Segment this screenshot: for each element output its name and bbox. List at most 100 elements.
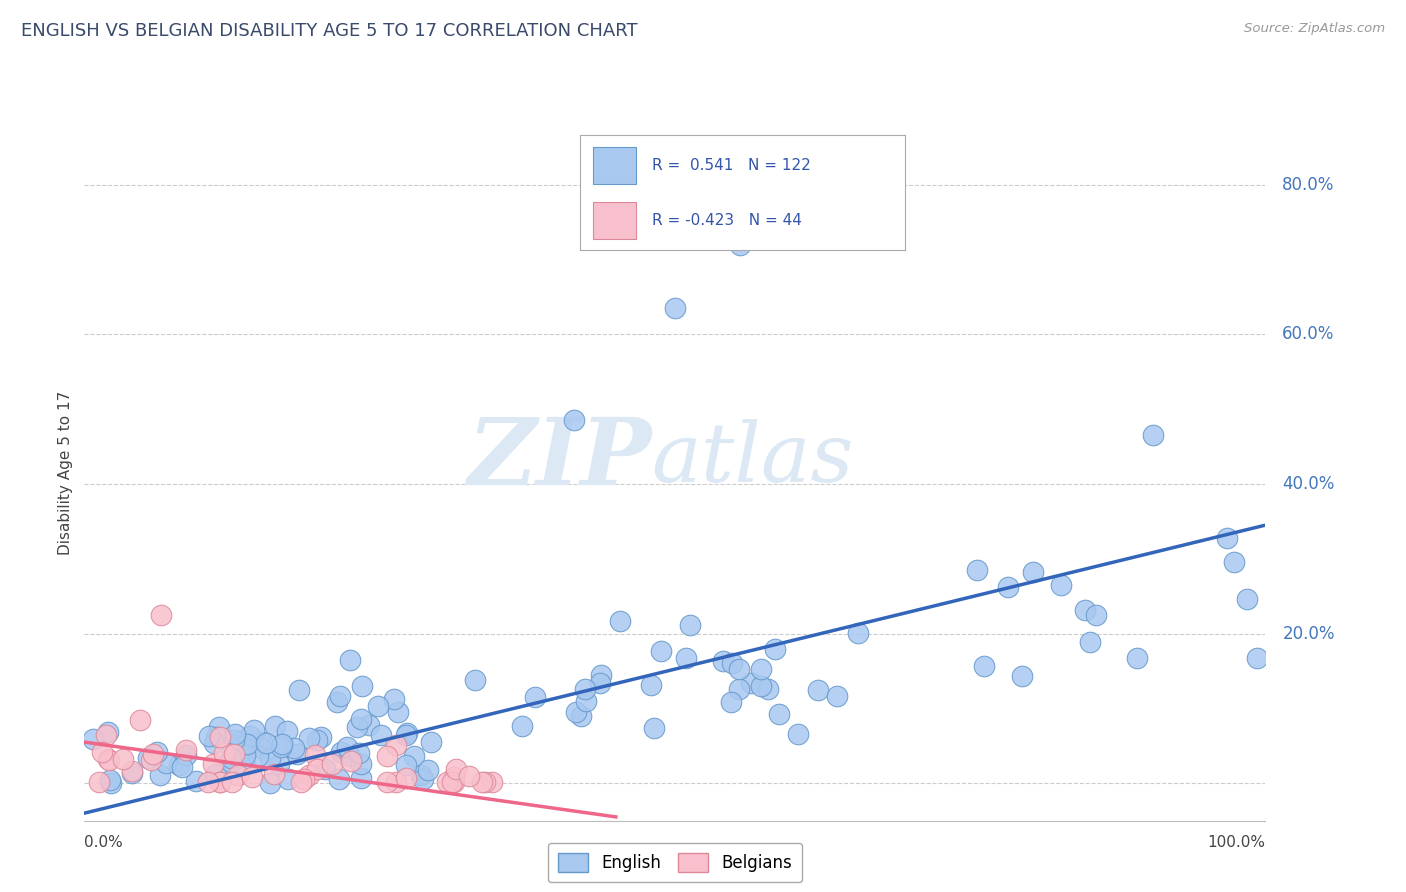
- Point: [91, 745, 114, 759]
- Point: [208, 775, 231, 789]
- Point: [1078, 634, 1101, 648]
- Point: [409, 768, 432, 782]
- Point: [664, 301, 686, 315]
- Point: [589, 668, 612, 682]
- Point: [259, 776, 281, 790]
- Point: [412, 772, 434, 787]
- Point: [139, 753, 162, 767]
- Text: 100.0%: 100.0%: [1208, 836, 1265, 850]
- Text: ZIP: ZIP: [467, 414, 651, 504]
- Point: [740, 675, 762, 690]
- Point: [339, 749, 361, 764]
- Point: [329, 745, 352, 759]
- Point: [339, 653, 361, 667]
- Point: [395, 758, 418, 772]
- Point: [97, 751, 120, 765]
- Point: [326, 695, 349, 709]
- Point: [336, 740, 359, 755]
- Point: [679, 617, 702, 632]
- Point: [155, 756, 177, 770]
- Point: [298, 731, 321, 745]
- Point: [575, 694, 598, 708]
- Point: [314, 762, 336, 776]
- Point: [304, 748, 326, 763]
- Point: [727, 662, 749, 676]
- Point: [564, 413, 586, 427]
- Point: [350, 679, 373, 693]
- Text: ENGLISH VS BELGIAN DISABILITY AGE 5 TO 17 CORRELATION CHART: ENGLISH VS BELGIAN DISABILITY AGE 5 TO 1…: [21, 22, 638, 40]
- Point: [150, 607, 173, 622]
- Point: [640, 678, 662, 692]
- Point: [242, 723, 264, 738]
- Point: [589, 676, 612, 690]
- Point: [276, 723, 298, 738]
- Point: [202, 736, 225, 750]
- Point: [574, 682, 596, 697]
- Point: [346, 720, 368, 734]
- Point: [97, 725, 120, 739]
- Point: [205, 730, 228, 744]
- Point: [436, 775, 458, 789]
- Point: [395, 771, 418, 785]
- Point: [966, 563, 988, 577]
- Point: [100, 776, 122, 790]
- Point: [1236, 591, 1258, 606]
- Point: [233, 757, 256, 772]
- Point: [236, 737, 259, 751]
- Point: [749, 662, 772, 676]
- Point: [1050, 578, 1073, 592]
- Point: [283, 740, 305, 755]
- Point: [382, 692, 405, 706]
- Point: [87, 775, 110, 789]
- Point: [264, 719, 287, 733]
- Point: [375, 748, 398, 763]
- Point: [198, 729, 221, 743]
- Point: [239, 729, 262, 743]
- Point: [277, 772, 299, 787]
- Point: [650, 644, 672, 658]
- Point: [292, 772, 315, 786]
- Point: [375, 775, 398, 789]
- Point: [259, 751, 281, 765]
- Point: [250, 740, 273, 755]
- Point: [224, 727, 246, 741]
- Point: [290, 775, 312, 789]
- Point: [367, 698, 389, 713]
- Point: [720, 695, 742, 709]
- Point: [121, 766, 143, 780]
- Point: [219, 755, 242, 769]
- Point: [1216, 531, 1239, 545]
- Point: [1142, 428, 1164, 442]
- Point: [347, 747, 370, 761]
- Point: [204, 767, 226, 781]
- Point: [1073, 603, 1095, 617]
- Point: [267, 756, 290, 771]
- Point: [209, 775, 232, 789]
- Point: [713, 654, 735, 668]
- Point: [176, 747, 198, 762]
- Point: [98, 752, 121, 766]
- Text: 20.0%: 20.0%: [1282, 624, 1334, 642]
- Text: atlas: atlas: [651, 419, 853, 499]
- Point: [339, 754, 361, 768]
- Point: [458, 769, 481, 783]
- Point: [827, 689, 849, 703]
- Point: [350, 771, 373, 785]
- Point: [142, 747, 165, 761]
- Point: [328, 772, 350, 786]
- Point: [763, 641, 786, 656]
- Point: [749, 679, 772, 693]
- Point: [385, 738, 408, 752]
- Point: [285, 747, 308, 761]
- Point: [263, 767, 285, 781]
- Point: [98, 772, 121, 787]
- Point: [807, 683, 830, 698]
- Point: [1223, 555, 1246, 569]
- Point: [208, 720, 231, 734]
- Point: [609, 614, 631, 628]
- Point: [311, 730, 333, 744]
- Point: [226, 768, 249, 782]
- Point: [787, 727, 810, 741]
- Point: [221, 775, 243, 789]
- Point: [146, 745, 169, 759]
